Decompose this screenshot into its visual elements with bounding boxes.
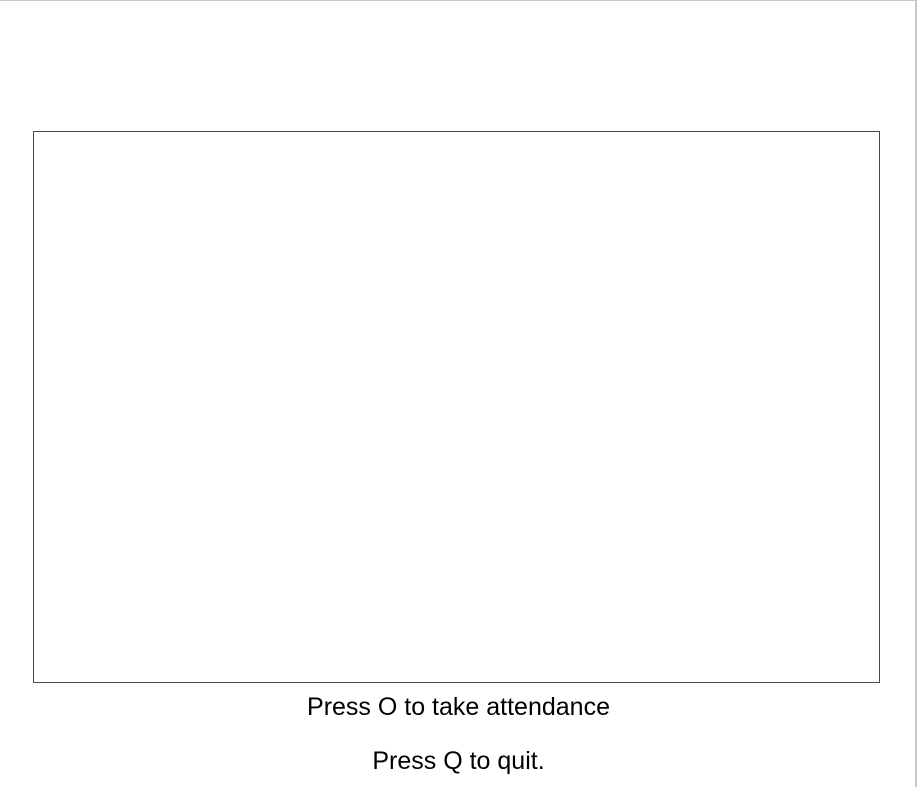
take-attendance-instruction: Press O to take attendance	[307, 693, 610, 721]
quit-instruction: Press Q to quit.	[372, 747, 545, 775]
camera-preview-frame	[33, 131, 880, 683]
